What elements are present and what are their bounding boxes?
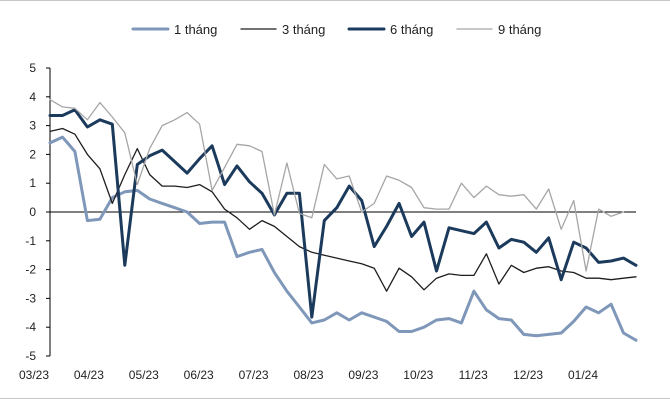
x-tick-label: 05/23	[129, 368, 159, 382]
y-tick-label: 2	[29, 147, 36, 161]
x-tick-label: 03/23	[19, 368, 49, 382]
axes	[46, 67, 636, 357]
legend: 1 tháng 3 tháng 6 tháng 9 tháng	[131, 22, 541, 37]
x-tick-label: 04/23	[74, 368, 104, 382]
x-tick-label: 09/23	[348, 368, 378, 382]
tick-labels: 5 4 3 2 1 0 -1 -2 -3 -4 -5 03/23 04/23 05/23 06/23 07/2…	[19, 61, 598, 382]
x-tick-label: 06/23	[184, 368, 214, 382]
y-tick-label: 0	[29, 205, 36, 219]
y-tick-label: 4	[29, 90, 36, 104]
series-line-1-thang	[48, 135, 638, 342]
y-tick-label: -2	[25, 263, 36, 277]
series-line-9-thang	[49, 99, 625, 272]
legend-label-9-thang: 9 tháng	[498, 22, 541, 37]
y-tick-label: -3	[25, 291, 36, 305]
x-tick-label: 10/23	[403, 368, 433, 382]
y-tick-label: -1	[25, 234, 36, 248]
legend-label-3-thang: 3 tháng	[282, 22, 325, 37]
x-tick-label: 08/23	[293, 368, 323, 382]
legend-label-1-thang: 1 tháng	[174, 22, 217, 37]
series-line-3-thang	[49, 127, 637, 292]
series-lines	[48, 99, 638, 342]
y-tick-label: 3	[29, 119, 36, 133]
legend-label-6-thang: 6 tháng	[390, 22, 433, 37]
x-tick-label: 12/23	[513, 368, 543, 382]
y-tick-label: 5	[29, 61, 36, 75]
y-tick-label: -4	[25, 320, 36, 334]
x-tick-label: 07/23	[239, 368, 269, 382]
x-tick-label: 11/23	[459, 368, 488, 382]
series-line-6-thang	[48, 108, 638, 319]
x-tick-label: 01/24	[568, 368, 598, 382]
y-tick-label: 1	[29, 176, 36, 190]
y-tick-label: -5	[25, 349, 36, 363]
